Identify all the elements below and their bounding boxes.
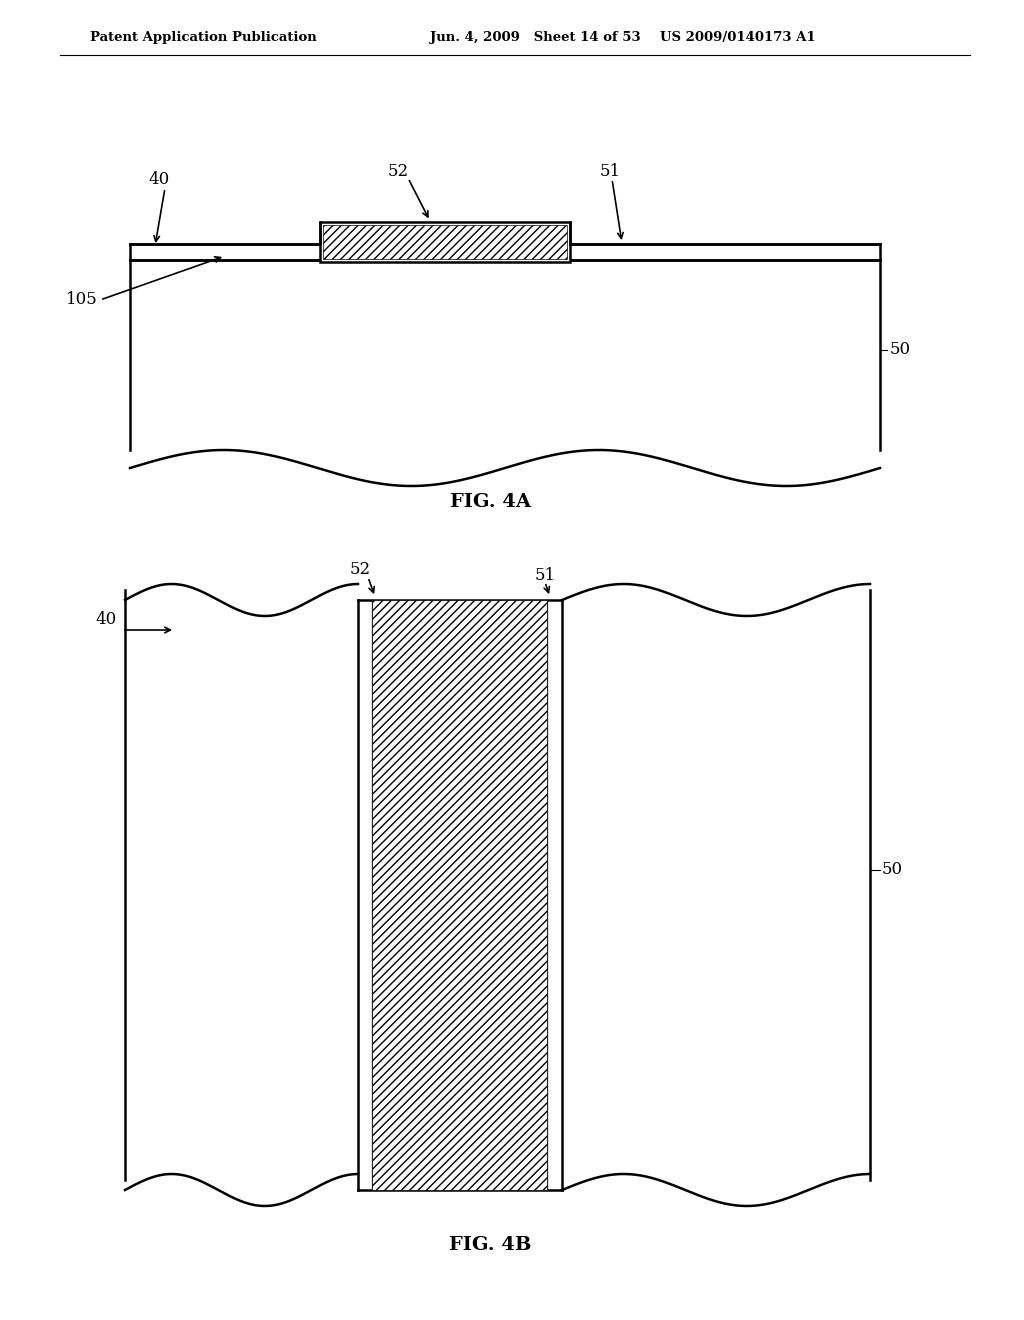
Text: US 2009/0140173 A1: US 2009/0140173 A1 bbox=[660, 30, 816, 44]
Text: 40: 40 bbox=[95, 611, 117, 628]
Text: Patent Application Publication: Patent Application Publication bbox=[90, 30, 316, 44]
Text: Jun. 4, 2009   Sheet 14 of 53: Jun. 4, 2009 Sheet 14 of 53 bbox=[430, 30, 641, 44]
Text: 51: 51 bbox=[599, 164, 621, 181]
Bar bbox=[323, 224, 567, 259]
Text: 52: 52 bbox=[349, 561, 371, 578]
Text: FIG. 4B: FIG. 4B bbox=[449, 1236, 531, 1254]
Text: 50: 50 bbox=[890, 342, 911, 359]
Bar bbox=[319, 222, 570, 261]
Text: 40: 40 bbox=[148, 172, 169, 189]
Text: 50: 50 bbox=[882, 862, 903, 879]
Text: 105: 105 bbox=[67, 292, 98, 309]
Text: 51: 51 bbox=[535, 566, 556, 583]
Text: 52: 52 bbox=[387, 164, 409, 181]
Text: FIG. 4A: FIG. 4A bbox=[450, 492, 530, 511]
Bar bbox=[372, 601, 547, 1191]
